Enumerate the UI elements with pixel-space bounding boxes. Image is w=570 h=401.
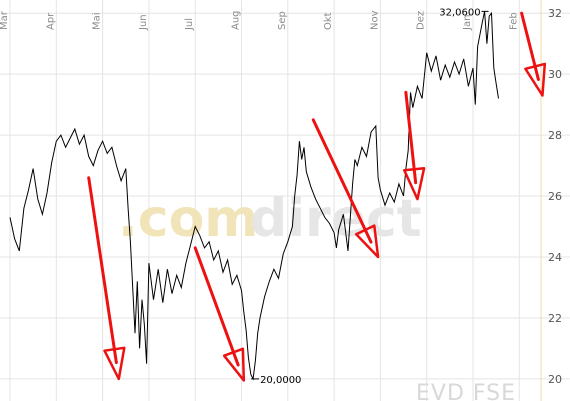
annotation-arrow-shaft-2	[311, 118, 373, 244]
month-label-okt: Okt	[323, 12, 334, 30]
annotation-arrow-shaft-1	[193, 246, 240, 367]
month-label-nov: Nov	[369, 10, 380, 30]
month-label-apr: Apr	[45, 12, 56, 30]
price-series	[9, 11, 499, 381]
y-tick-label-24: 24	[548, 251, 562, 264]
month-label-mai: Mai	[92, 12, 103, 30]
month-label-jul: Jul	[184, 18, 195, 31]
y-tick-label-32: 32	[548, 7, 562, 20]
annotation-arrow-head-4	[524, 62, 547, 97]
annotation-arrow-shaft-4	[520, 11, 540, 81]
price-line-0	[9, 11, 499, 381]
symbol-label: EVD FSE	[416, 381, 516, 401]
annotation-arrow-head-2	[354, 224, 380, 259]
y-tick-label-20: 20	[548, 373, 562, 386]
y-tick-label-22: 22	[548, 312, 562, 325]
annotation-arrow-head-1	[222, 347, 246, 382]
month-label-sep: Sep	[277, 11, 288, 30]
annotation-arrow-head-3	[403, 166, 426, 201]
min-value-label: 20,0000	[260, 375, 301, 386]
y-tick-label-26: 26	[548, 190, 562, 203]
extreme-markers: 32,0600 20,0000	[251, 7, 489, 386]
annotation-arrow-shaft-3	[404, 90, 418, 185]
month-label-feb: Feb	[508, 12, 519, 30]
annotation-arrows	[87, 11, 547, 382]
annotation-arrow-head-0	[103, 346, 126, 381]
month-label-mar: Mar	[0, 10, 10, 30]
month-label-aug: Aug	[231, 10, 242, 30]
y-tick-label-28: 28	[548, 129, 562, 142]
max-value-label: 32,0600	[439, 7, 480, 18]
watermark-com: .com	[118, 189, 259, 249]
month-label-jun: Jun	[138, 14, 149, 31]
watermark-direct: direct	[250, 189, 422, 249]
x-axis-month-labels: Mar Apr Mai Jun Jul Aug Sep Okt Nov Dez Jan Feb	[0, 10, 519, 31]
y-tick-label-30: 30	[548, 68, 562, 81]
y-axis-tick-labels: 20 22 24 26 28 30 32	[548, 7, 562, 386]
annotation-arrow-shaft-0	[87, 176, 118, 365]
month-label-jan: Jan	[462, 15, 473, 31]
month-label-dez: Dez	[416, 11, 427, 30]
